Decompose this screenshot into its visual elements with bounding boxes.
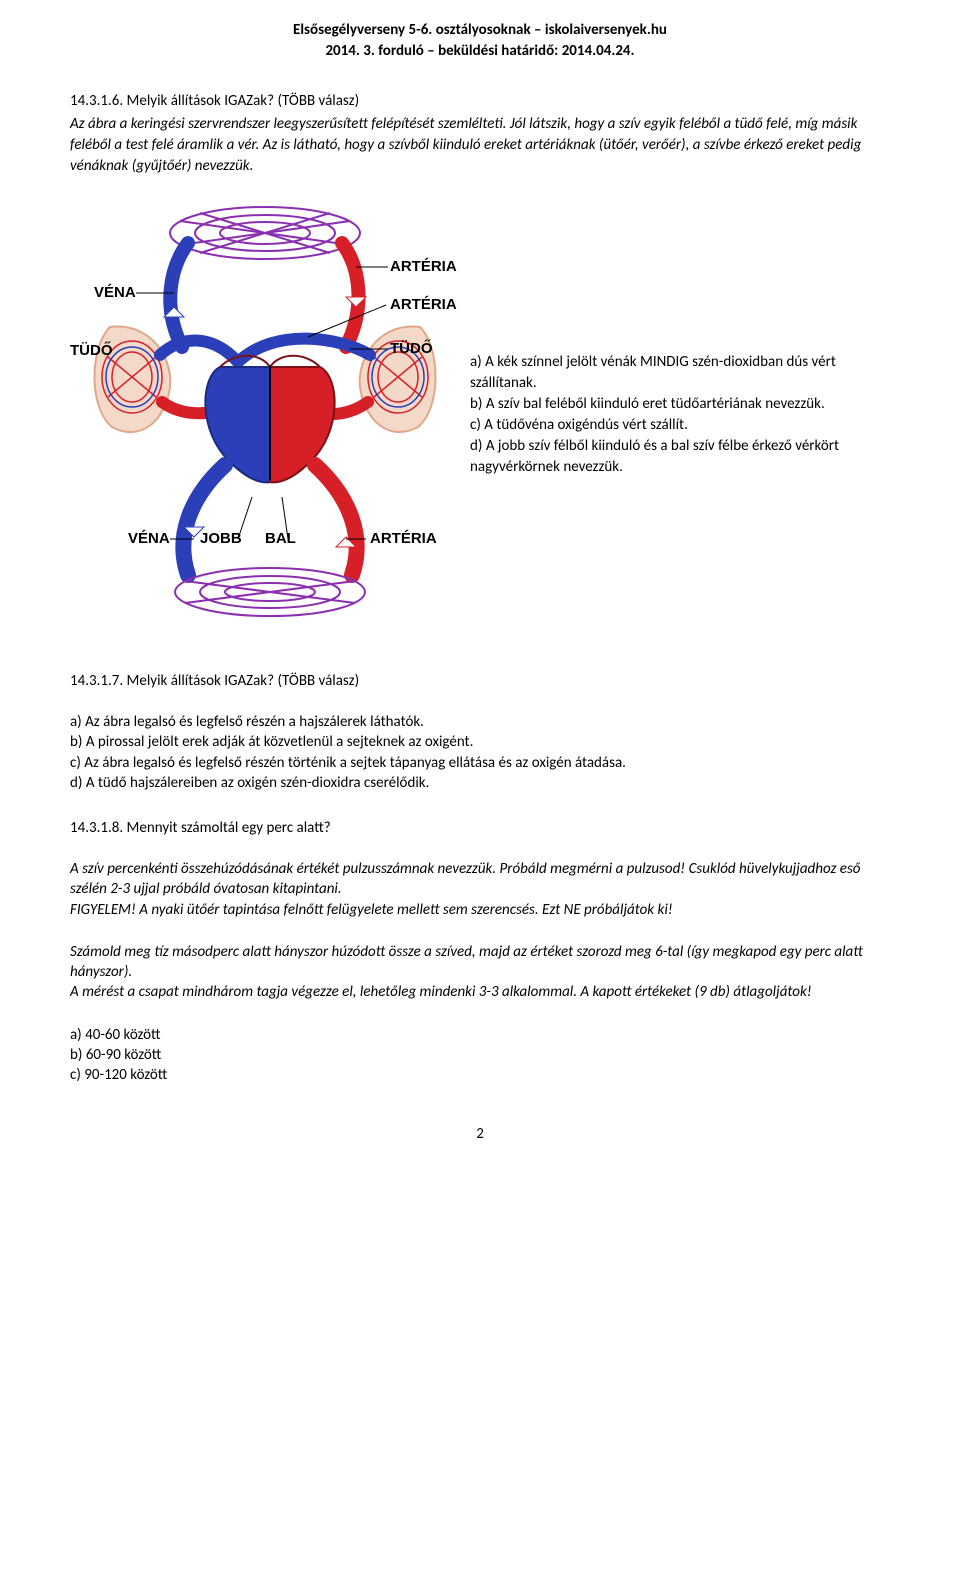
page-header: Elsősegélyverseny 5-6. osztályosoknak – … [70, 20, 890, 62]
label-vena-top: VÉNA [94, 284, 136, 301]
q7-title: 14.3.1.7. Melyik állítások IGAZak? (TÖBB… [70, 672, 890, 690]
q8-option-a: a) 40-60 között [70, 1025, 890, 1045]
q8-title: 14.3.1.8. Mennyit számoltál egy perc ala… [70, 819, 890, 837]
q8-paragraph-1: A szív percenkénti összehúzódásának érté… [70, 859, 890, 920]
label-bal: BAL [265, 530, 296, 547]
q8-options: a) 40-60 között b) 60-90 között c) 90-12… [70, 1025, 890, 1086]
circulation-diagram: VÉNA ARTÉRIA ARTÉRIA TÜDŐ TÜDŐ VÉNA JOBB… [70, 197, 460, 632]
header-line2: 2014. 3. forduló – beküldési határidő: 2… [70, 41, 890, 62]
q7-option-c: c) Az ábra legalsó és legfelső részén tö… [70, 753, 890, 773]
header-line1: Elsősegélyverseny 5-6. osztályosoknak – … [70, 20, 890, 41]
q7-option-d: d) A tüdő hajszálereiben az oxigén szén-… [70, 773, 890, 793]
label-vena-bot: VÉNA [128, 530, 170, 547]
label-tudo-left: TÜDŐ [70, 341, 113, 359]
label-arteria-top1: ARTÉRIA [390, 258, 457, 275]
q8-option-c: c) 90-120 között [70, 1065, 890, 1085]
q6-title: 14.3.1.6. Melyik állítások IGAZak? (TÖBB… [70, 92, 890, 110]
q6-option-c: c) A tüdővéna oxigéndús vért szállít. [470, 415, 890, 436]
q6-option-a: a) A kék színnel jelölt vénák MINDIG szé… [470, 352, 890, 394]
q6-option-d: d) A jobb szív félből kiinduló és a bal … [470, 436, 890, 478]
q8-paragraph-2: Számold meg tíz másodperc alatt hányszor… [70, 942, 890, 1003]
q7-option-b: b) A pirossal jelölt erek adják át közve… [70, 732, 890, 752]
label-arteria-top2: ARTÉRIA [390, 296, 457, 313]
label-arteria-bot: ARTÉRIA [370, 530, 437, 547]
q8-option-b: b) 60-90 között [70, 1045, 890, 1065]
q7-options: a) Az ábra legalsó és legfelső részén a … [70, 712, 890, 793]
q6-options: a) A kék színnel jelölt vénák MINDIG szé… [470, 352, 890, 478]
q6-option-b: b) A szív bal feléből kiinduló eret tüdő… [470, 394, 890, 415]
q7-option-a: a) Az ábra legalsó és legfelső részén a … [70, 712, 890, 732]
label-tudo-right: TÜDŐ [390, 339, 433, 357]
page-number: 2 [70, 1125, 890, 1143]
label-jobb: JOBB [200, 530, 242, 547]
q6-intro: Az ábra a keringési szervrendszer leegys… [70, 114, 890, 177]
